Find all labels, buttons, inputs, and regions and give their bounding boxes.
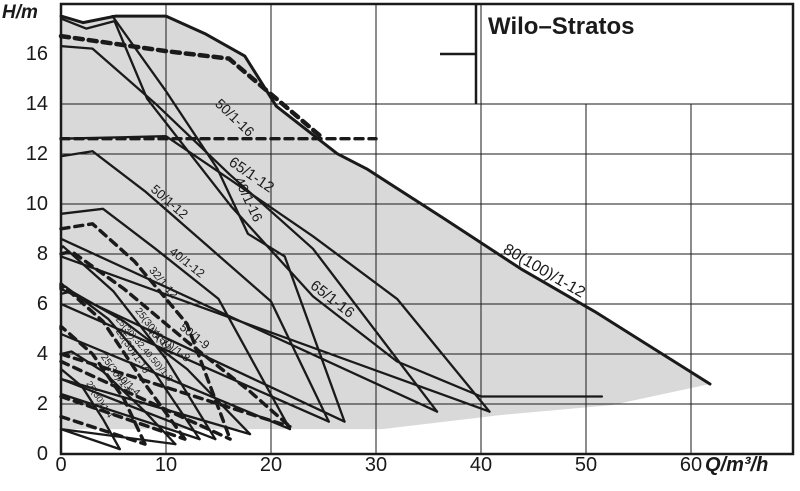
svg-text:8: 8 — [37, 243, 48, 265]
svg-text:4: 4 — [37, 343, 48, 365]
svg-text:12: 12 — [26, 143, 48, 165]
svg-text:0: 0 — [37, 443, 48, 465]
svg-text:Wilo–Stratos: Wilo–Stratos — [488, 13, 634, 40]
svg-text:50: 50 — [575, 454, 597, 476]
svg-text:30: 30 — [365, 454, 387, 476]
svg-text:14: 14 — [26, 93, 48, 115]
svg-text:0: 0 — [55, 454, 66, 476]
svg-text:10: 10 — [26, 193, 48, 215]
svg-text:6: 6 — [37, 293, 48, 315]
svg-text:Q/m³/h: Q/m³/h — [705, 454, 768, 476]
svg-text:40: 40 — [470, 454, 492, 476]
svg-text:2: 2 — [37, 393, 48, 415]
svg-text:10: 10 — [155, 454, 177, 476]
svg-text:60: 60 — [680, 454, 702, 476]
svg-text:16: 16 — [26, 43, 48, 65]
svg-text:H/m: H/m — [2, 2, 38, 23]
svg-text:20: 20 — [260, 454, 282, 476]
